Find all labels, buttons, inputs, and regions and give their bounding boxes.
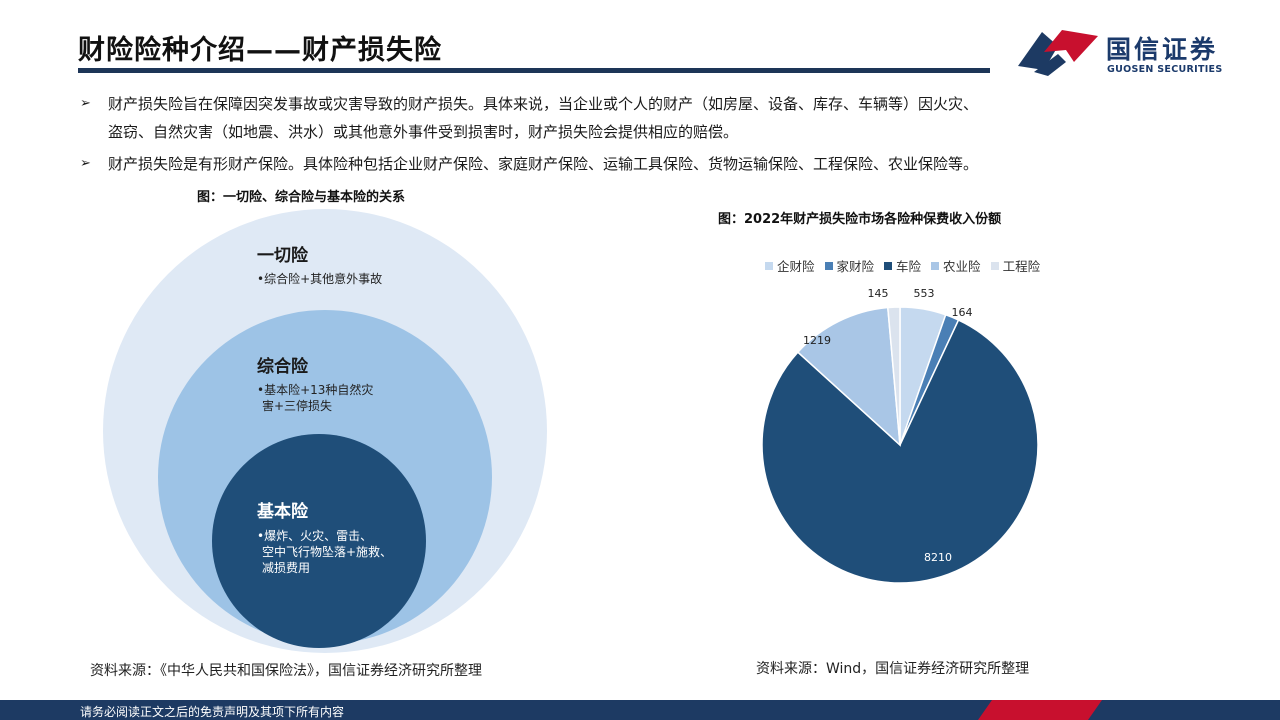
pie-data-label: 553 [914,287,935,300]
legend-item: 家财险 [824,256,875,275]
inner-circle-basic [212,434,426,648]
pie-data-label: 164 [952,306,973,319]
legend-item: 车险 [884,256,921,275]
legend-label: 企财险 [777,259,815,274]
bullet-1-line-1: 财产损失险旨在保障因突发事故或灾害导致的财产损失。具体来说，当企业或个人的财产（… [108,95,979,113]
title-underline [78,68,990,73]
legend-label: 家财险 [836,259,875,274]
pie-slice-4 [886,306,901,446]
pie-slice-3 [796,306,901,447]
legend-label: 工程险 [1002,259,1041,274]
page-title: 财险险种介绍——财产损失险 [78,35,442,66]
legend-swatch [824,261,833,270]
pie-legend: 企财险 家财险 车险 农业险 工程险 [765,256,1040,275]
pie-data-label: 1219 [803,334,831,347]
middle-circle-desc-2: 害+三停损失 [262,399,333,413]
inner-circle-desc-3: 减损费用 [262,561,311,575]
legend-label: 车险 [896,259,922,274]
bullet-2-line-1: 财产损失险是有形财产保险。具体险种包括企业财产保险、家庭财产保险、运输工具保险、… [108,155,979,173]
middle-circle-desc-1: •基本险+13种自然灾 [257,383,374,397]
pie-slice-2 [761,319,1039,584]
legend-item: 农业险 [931,256,981,275]
outer-circle-title: 一切险 [257,246,308,266]
middle-circle-title: 综合险 [257,357,308,377]
inner-circle-title: 基本险 [257,502,308,522]
legend-swatch [931,261,940,270]
left-figure-source: 资料来源：《中华人民共和国保险法》，国信证券经济研究所整理 [90,663,482,679]
footer-accent [977,700,1103,720]
legend-label: 农业险 [943,259,981,274]
right-figure-source: 资料来源：Wind，国信证券经济研究所整理 [756,661,1030,677]
legend-swatch [990,261,999,270]
legend-item: 工程险 [990,256,1041,275]
logo-text-cn: 国信证券 [1106,35,1219,64]
footer-bar [0,700,1280,720]
right-figure-caption: 图：2022年财产损失险市场各险种保费收入份额 [718,212,1002,227]
pie-data-label: 145 [868,287,889,300]
footer-disclaimer: 请务必阅读正文之后的免责声明及其项下所有内容 [80,705,345,719]
legend-item: 企财险 [765,256,815,275]
left-figure-caption: 图：一切险、综合险与基本险的关系 [197,190,406,205]
outer-circle-desc: •综合险+其他意外事故 [257,272,383,286]
logo-text-en: GUOSEN SECURITIES [1107,64,1223,75]
arrow-icon: ➢ [80,156,91,171]
bullet-1-line-2: 盗窃、自然灾害（如地震、洪水）或其他意外事件受到损害时，财产损失险会提供相应的赔… [108,123,739,141]
inner-circle-desc-2: 空中飞行物坠落+施救、 [262,545,393,559]
arrow-icon: ➢ [80,96,91,111]
legend-swatch [884,261,893,270]
legend-swatch [765,261,773,270]
pie-data-label: 8210 [924,551,952,564]
inner-circle-desc-1: •爆炸、火灾、雷击、 [257,529,373,543]
guosen-logo-icon [1018,30,1098,76]
